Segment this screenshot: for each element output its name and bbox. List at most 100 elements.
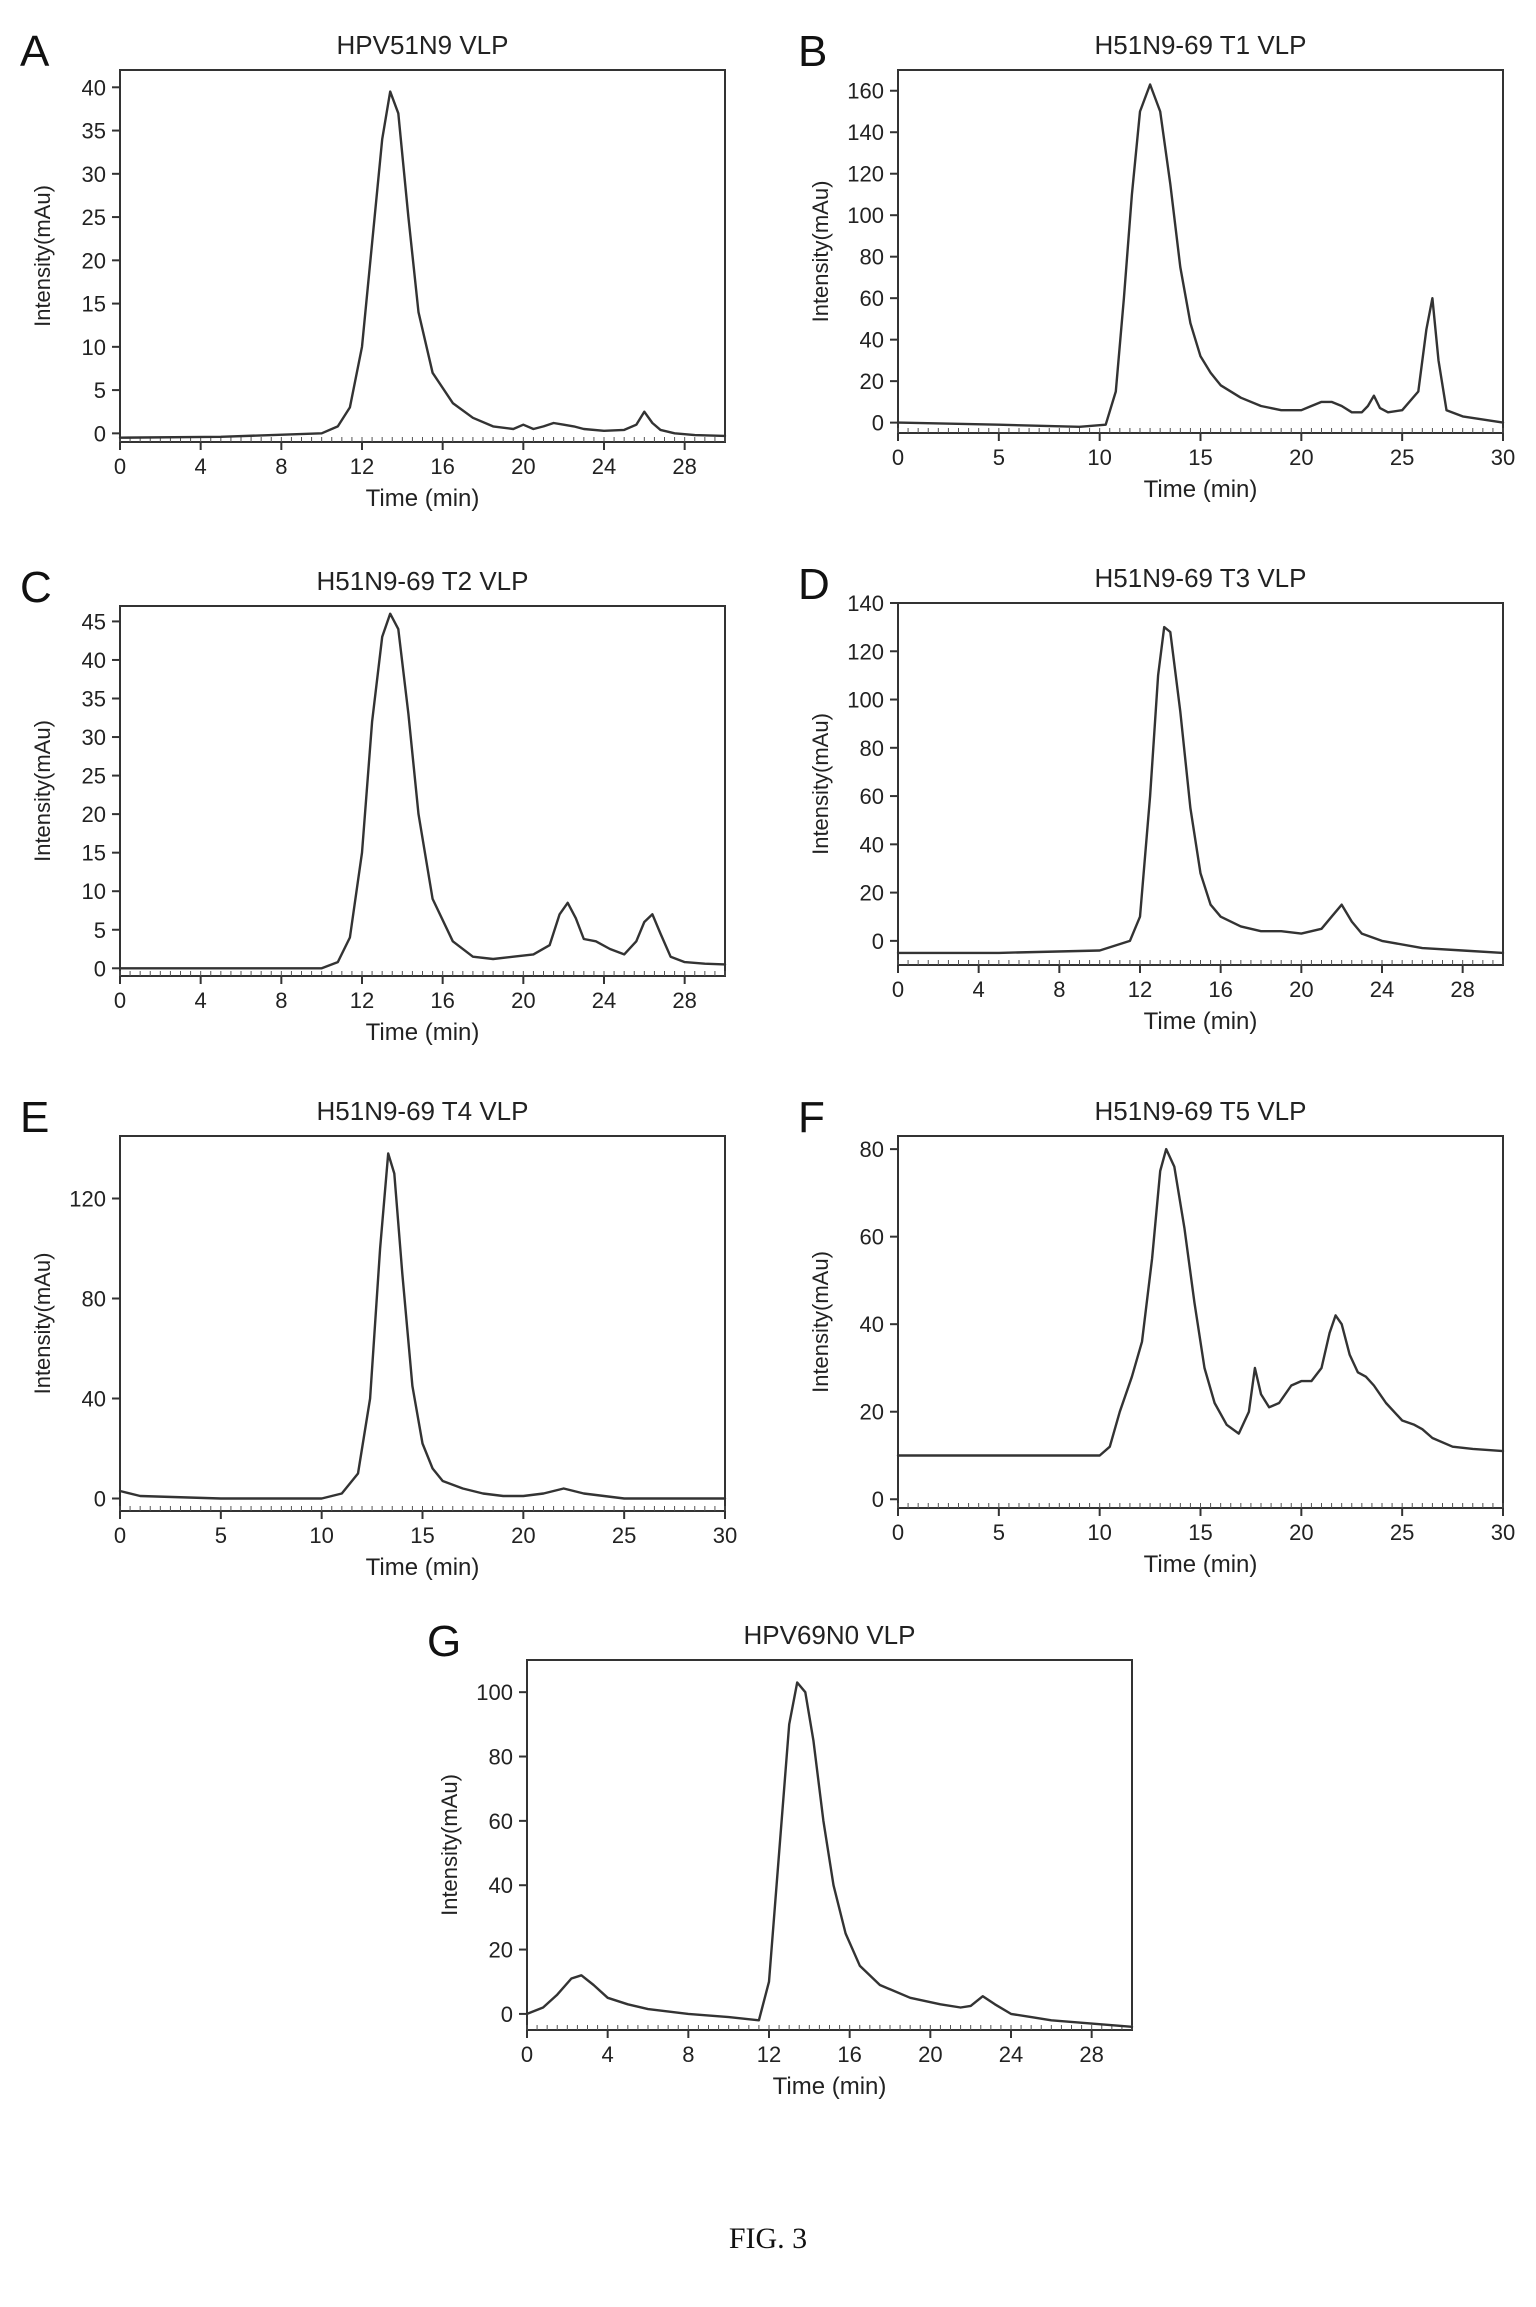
y-tick-label: 30 (82, 725, 106, 750)
y-axis-label: Intensity(mAu) (30, 185, 55, 327)
chart-svg: 0 4 8 12 16 20 24 28 0 20 40 60 80 100 120 140 Time (min… (808, 591, 1505, 1035)
y-tick-label: 60 (860, 1225, 884, 1250)
y-tick-label: 45 (82, 609, 106, 634)
x-tick-label: 0 (892, 977, 904, 1002)
x-tick-label: 25 (1390, 1520, 1414, 1545)
y-tick-label: 15 (82, 292, 106, 317)
y-axis-label: Intensity(mAu) (808, 1251, 833, 1393)
x-axis-label: Time (min) (1144, 1551, 1258, 1578)
chart-title: HPV69N0 VLP (743, 1620, 916, 1650)
plot-area (119, 1135, 726, 1512)
x-tick-label: 20 (918, 2042, 942, 2067)
y-tick-label: 140 (847, 120, 884, 145)
chart-title: H51N9-69 T4 VLP (316, 1096, 529, 1126)
series-line (896, 1147, 1505, 1457)
plot-area (897, 602, 1504, 966)
x-axis-label: Time (min) (366, 1019, 480, 1046)
y-tick-label: 20 (860, 369, 884, 394)
y-tick-label: 5 (94, 378, 106, 403)
chart-panel-b: B H51N9-69 T1 VLP 0 5 10 15 20 25 30 0 20 40 60 80 100… (778, 0, 1515, 523)
x-tick-label: 16 (1208, 977, 1232, 1002)
chart-panel-a: A HPV51N9 VLP 0 4 8 12 16 20 24 28 0 5 10 15 20 25 30 35 4… (0, 0, 735, 532)
chart-svg: 0 5 10 15 20 25 30 0 40 80 120 Time (min) Intensity(… (30, 1135, 737, 1581)
x-tick-label: 20 (1289, 445, 1313, 470)
plot-area (119, 69, 726, 443)
x-tick-label: 4 (195, 988, 207, 1013)
chart-title: HPV51N9 VLP (336, 30, 509, 60)
series-line (896, 83, 1505, 428)
y-tick-label: 25 (82, 205, 106, 230)
x-tick-label: 25 (612, 1523, 636, 1548)
x-tick-label: 30 (713, 1523, 737, 1548)
x-tick-label: 5 (993, 1520, 1005, 1545)
x-tick-label: 12 (350, 988, 374, 1013)
x-tick-label: 16 (430, 988, 454, 1013)
y-tick-label: 5 (94, 918, 106, 943)
x-tick-label: 0 (114, 454, 126, 479)
plot-area (897, 1135, 1504, 1509)
y-tick-label: 80 (860, 245, 884, 270)
y-tick-label: 60 (860, 784, 884, 809)
x-tick-label: 12 (1128, 977, 1152, 1002)
series-line (896, 625, 1505, 955)
y-tick-label: 120 (847, 639, 884, 664)
chart-panel-f: F H51N9-69 T5 VLP 0 5 10 15 20 25 30 0 20 40 60 80 Tim… (778, 1066, 1515, 1598)
figure-caption: FIG. 3 (728, 2222, 808, 2255)
x-tick-label: 10 (1087, 1520, 1111, 1545)
series-line (118, 1152, 727, 1500)
chart-panel-c: C H51N9-69 T2 VLP 0 4 8 12 16 20 24 28 0 5 10 15 20 25 3… (0, 536, 735, 1066)
x-tick-label: 0 (892, 445, 904, 470)
x-tick-label: 12 (757, 2042, 781, 2067)
y-tick-label: 0 (501, 2002, 513, 2027)
y-tick-label: 60 (489, 1809, 513, 1834)
y-tick-label: 20 (489, 1938, 513, 1963)
y-tick-label: 0 (94, 956, 106, 981)
x-tick-label: 4 (973, 977, 985, 1002)
x-tick-label: 16 (837, 2042, 861, 2067)
y-axis-label: Intensity(mAu) (808, 181, 833, 323)
y-tick-label: 20 (82, 802, 106, 827)
x-axis-label: Time (min) (1144, 1008, 1258, 1035)
plot-area (119, 605, 726, 977)
chart-title: H51N9-69 T3 VLP (1094, 563, 1307, 593)
y-axis-label: Intensity(mAu) (30, 720, 55, 862)
y-tick-label: 15 (82, 841, 106, 866)
x-tick-label: 0 (114, 988, 126, 1013)
y-tick-label: 40 (489, 1873, 513, 1898)
x-axis-label: Time (min) (773, 2073, 887, 2100)
y-tick-label: 35 (82, 687, 106, 712)
x-tick-label: 8 (682, 2042, 694, 2067)
y-tick-label: 100 (476, 1680, 513, 1705)
chart-svg: 0 4 8 12 16 20 24 28 0 20 40 60 80 100 Time (min) Inten… (437, 1659, 1134, 2100)
y-tick-label: 0 (872, 411, 884, 436)
y-tick-label: 35 (82, 119, 106, 144)
y-tick-label: 80 (860, 736, 884, 761)
x-tick-label: 28 (1450, 977, 1474, 1002)
x-tick-label: 0 (521, 2042, 533, 2067)
y-tick-label: 120 (847, 162, 884, 187)
panel-letter: A (20, 27, 50, 76)
y-tick-label: 10 (82, 879, 106, 904)
y-tick-label: 30 (82, 162, 106, 187)
x-tick-label: 5 (215, 1523, 227, 1548)
x-tick-label: 8 (275, 454, 287, 479)
chart-svg: 0 4 8 12 16 20 24 28 0 5 10 15 20 25 30 35 40 Time (min) I… (30, 69, 727, 512)
x-tick-label: 10 (1087, 445, 1111, 470)
panel-letter: D (798, 560, 830, 609)
chart-title: H51N9-69 T5 VLP (1094, 1096, 1307, 1126)
y-tick-label: 40 (82, 648, 106, 673)
x-tick-label: 30 (1491, 1520, 1515, 1545)
x-tick-label: 20 (511, 988, 535, 1013)
chart-title: H51N9-69 T1 VLP (1094, 30, 1307, 60)
x-axis-label: Time (min) (366, 1554, 480, 1581)
series-line (118, 612, 727, 970)
x-tick-label: 4 (195, 454, 207, 479)
y-tick-label: 25 (82, 764, 106, 789)
chart-svg: 0 4 8 12 16 20 24 28 0 5 10 15 20 25 30 35 40 45 Time (min… (30, 605, 727, 1046)
x-tick-label: 0 (114, 1523, 126, 1548)
y-tick-label: 40 (860, 832, 884, 857)
x-axis-label: Time (min) (366, 485, 480, 512)
y-tick-label: 0 (872, 929, 884, 954)
x-tick-label: 20 (1289, 977, 1313, 1002)
x-tick-label: 8 (275, 988, 287, 1013)
